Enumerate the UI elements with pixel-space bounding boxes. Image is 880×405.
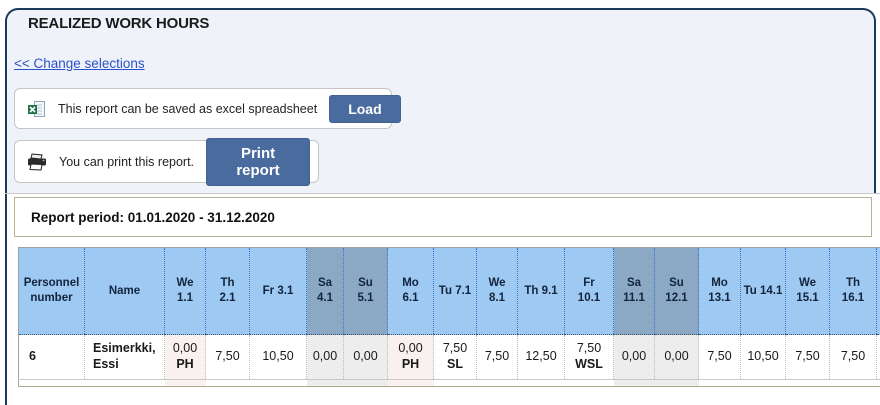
- band-divider-line: [5, 193, 880, 194]
- spacer-cell: [476, 379, 518, 387]
- header-cell: [876, 247, 880, 335]
- header-cell: Th 2.1: [205, 247, 250, 335]
- panel-left-border: [5, 150, 7, 405]
- hours-value: 7,50: [795, 349, 820, 364]
- hours-value: 0,00: [353, 349, 378, 364]
- hours-cell: 7,50 WSL: [564, 334, 614, 380]
- spacer-cell: [829, 379, 877, 387]
- report-period: Report period: 01.01.2020 - 31.12.2020: [14, 197, 872, 237]
- load-button[interactable]: Load: [329, 94, 401, 123]
- spacer-cell: [164, 379, 206, 387]
- hours-value: 7,50: [840, 349, 866, 364]
- hours-value: 0,00: [172, 341, 198, 356]
- header-cell: Su 5.1: [343, 247, 388, 335]
- hours-cell: 0,00: [613, 334, 655, 380]
- spacer-cell: [249, 379, 307, 387]
- header-cell: Sa 11.1: [613, 247, 655, 335]
- hours-cell: 0,00: [343, 334, 388, 380]
- hours-cell: [876, 334, 880, 380]
- printer-icon: [27, 152, 47, 171]
- spacer-cell: [517, 379, 565, 387]
- hours-cell: 7,50: [785, 334, 830, 380]
- hours-value: 12,50: [525, 349, 557, 364]
- spacer-cell: [387, 379, 434, 387]
- hours-value: 7,50: [442, 341, 468, 356]
- report-period-text: Report period: 01.01.2020 - 31.12.2020: [31, 209, 275, 225]
- hours-cell: 12,50: [517, 334, 565, 380]
- absence-code: WSL: [575, 357, 603, 371]
- hours-value: 7,50: [576, 341, 602, 356]
- hours-cell: 10,50: [249, 334, 307, 380]
- absence-code: PH: [176, 357, 194, 371]
- absence-code: SL: [447, 357, 463, 371]
- spacer-cell: [343, 379, 388, 387]
- spacer-cell: [785, 379, 830, 387]
- header-cell: Th 9.1: [517, 247, 565, 335]
- hours-value: 10,50: [747, 349, 779, 364]
- report-table: Personnel number Name We 1.1 Th 2.1 Fr 3.1 Sa…: [18, 247, 880, 387]
- spacer-cell: [433, 379, 477, 387]
- header-cell: We 8.1: [476, 247, 518, 335]
- header-cell: Sa 4.1: [306, 247, 344, 335]
- excel-spreadsheet-icon: [27, 100, 46, 118]
- hours-cell: 10,50: [740, 334, 786, 380]
- spacer-cell: [306, 379, 344, 387]
- header-cell: Personnel number: [18, 247, 85, 335]
- hours-value: 0,00: [664, 349, 689, 364]
- header-cell: Fr 3.1: [249, 247, 307, 335]
- header-cell: Su 12.1: [654, 247, 699, 335]
- work-hours-table-wrap: Personnel number Name We 1.1 Th 2.1 Fr 3.1 Sa…: [18, 247, 880, 387]
- hours-cell: 7,50 SL: [433, 334, 477, 380]
- hours-cell: 7,50: [698, 334, 741, 380]
- spacer-cell: [205, 379, 250, 387]
- header-cell: Th 16.1: [829, 247, 877, 335]
- hours-value: 10,50: [262, 349, 294, 364]
- print-report-box: You can print this report. Print report: [14, 137, 319, 186]
- print-report-button[interactable]: Print report: [206, 137, 310, 186]
- spacer-cell: [654, 379, 699, 387]
- header-cell: Mo 6.1: [387, 247, 434, 335]
- table-body: 6 Esimerkki, Essi 0,00 PH 7,50 10,50 0,00 0,00 0…: [18, 334, 880, 387]
- spacer-cell: [84, 379, 165, 387]
- hours-value: 7,50: [215, 349, 240, 364]
- print-report-text: You can print this report.: [59, 154, 195, 169]
- spacer-cell: [740, 379, 786, 387]
- header-cell: Tu 14.1: [740, 247, 786, 335]
- absence-code: PH: [401, 357, 420, 371]
- header-cell: Mo 13.1: [698, 247, 741, 335]
- hours-value: 7,50: [484, 349, 510, 364]
- personnel-number-cell: 6: [18, 334, 85, 380]
- table-header-row: Personnel number Name We 1.1 Th 2.1 Fr 3.1 Sa…: [18, 247, 880, 335]
- excel-export-text: This report can be saved as excel spread…: [58, 101, 318, 116]
- header-cell: We 15.1: [785, 247, 830, 335]
- spacer-cell: [18, 379, 85, 387]
- name-cell: Esimerkki, Essi: [84, 334, 165, 380]
- hours-cell: 0,00 PH: [387, 334, 434, 380]
- header-cell: We 1.1: [164, 247, 206, 335]
- hours-cell: 0,00 PH: [164, 334, 206, 380]
- spacer-row: [18, 379, 880, 387]
- header-cell: Tu 7.1: [433, 247, 477, 335]
- page-title: REALIZED WORK HOURS: [28, 15, 210, 32]
- hours-value: 0,00: [621, 349, 647, 364]
- header-cell: Name: [84, 247, 165, 335]
- hours-cell: 7,50: [476, 334, 518, 380]
- hours-cell: 0,00: [306, 334, 344, 380]
- hours-value: 0,00: [398, 341, 423, 356]
- excel-export-box: This report can be saved as excel spread…: [14, 88, 401, 129]
- hours-value: 0,00: [312, 349, 338, 364]
- header-cell: Fr 10.1: [564, 247, 614, 335]
- spacer-cell: [564, 379, 614, 387]
- spacer-cell: [613, 379, 655, 387]
- table-row: 6 Esimerkki, Essi 0,00 PH 7,50 10,50 0,00 0,00 0…: [18, 334, 880, 380]
- hours-value: 7,50: [707, 349, 732, 364]
- hours-cell: 7,50: [205, 334, 250, 380]
- spacer-cell: [876, 379, 880, 387]
- spacer-cell: [698, 379, 741, 387]
- change-selections-link[interactable]: << Change selections: [14, 56, 145, 71]
- hours-cell: 0,00: [654, 334, 699, 380]
- hours-cell: 7,50: [829, 334, 877, 380]
